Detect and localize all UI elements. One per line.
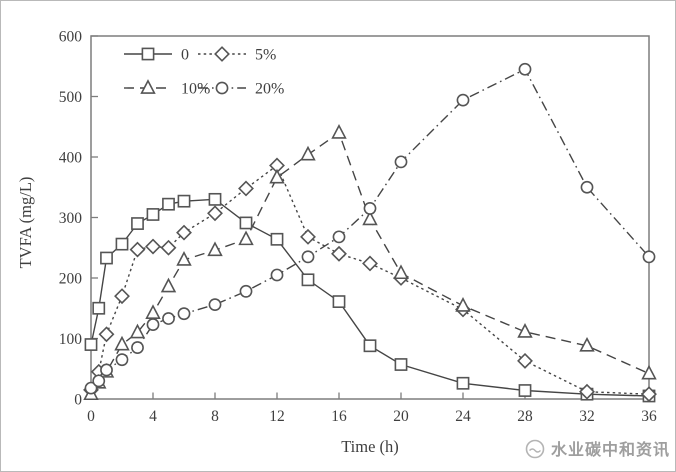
- circle-marker-20pct: [208, 298, 222, 312]
- diamond-marker-5pct: [160, 239, 177, 256]
- y-tick-label: 400: [59, 150, 83, 167]
- diamond-marker-5pct: [98, 326, 115, 343]
- x-tick-label: 8: [211, 408, 219, 425]
- diamond-marker-5pct: [176, 224, 192, 241]
- circle-marker-20pct: [100, 363, 113, 377]
- triangle-marker-10pct: [207, 241, 223, 257]
- square-marker-0: [84, 338, 98, 351]
- square-marker-0: [301, 273, 315, 287]
- triangle-marker-10pct: [331, 123, 347, 139]
- triangle-marker-10pct: [160, 277, 177, 293]
- square-marker-0: [332, 295, 346, 308]
- x-tick-label: 24: [455, 408, 471, 425]
- square-marker-0: [131, 217, 144, 230]
- circle-marker-20pct: [363, 202, 377, 215]
- triangle-marker-10pct: [269, 168, 285, 184]
- x-tick-label: 28: [517, 408, 533, 425]
- x-tick-label: 12: [269, 408, 285, 425]
- legend-circle-icon: [215, 81, 229, 95]
- square-marker-0: [100, 251, 113, 265]
- circle-marker-20pct: [456, 93, 470, 107]
- diamond-marker-5pct: [114, 288, 130, 305]
- circle-marker-20pct: [84, 381, 98, 395]
- watermark-logo-icon: [525, 439, 545, 459]
- y-tick-label: 100: [59, 331, 83, 348]
- circle-marker-20pct: [131, 341, 144, 354]
- square-marker-0: [115, 237, 129, 251]
- triangle-marker-10pct: [517, 323, 533, 338]
- square-marker-0: [162, 197, 175, 211]
- x-axis-title: Time (h): [341, 437, 399, 456]
- series-line-0: [90, 198, 650, 397]
- triangle-marker-10pct: [176, 251, 192, 266]
- y-tick-label: 0: [74, 392, 82, 409]
- circle-marker-20pct: [394, 155, 408, 169]
- y-tick-label: 600: [59, 29, 83, 46]
- circle-marker-20pct: [146, 318, 160, 331]
- legend-diamond-icon: [214, 46, 230, 62]
- triangle-marker-10pct: [641, 364, 657, 380]
- x-tick-label: 32: [579, 408, 595, 425]
- circle-marker-20pct: [92, 374, 106, 388]
- triangle-marker-10pct: [238, 230, 254, 246]
- diamond-marker-5pct: [362, 255, 378, 272]
- circle-marker-20pct: [332, 230, 346, 244]
- circle-marker-20pct: [162, 312, 175, 325]
- legend-label: 0: [181, 47, 189, 64]
- diamond-marker-5pct: [207, 205, 223, 222]
- diamond-marker-5pct: [579, 383, 595, 400]
- square-marker-0: [208, 192, 222, 206]
- square-marker-0: [177, 194, 191, 208]
- square-marker-0: [270, 232, 284, 246]
- y-tick-label: 500: [59, 89, 83, 106]
- square-marker-0: [146, 208, 160, 221]
- diamond-marker-5pct: [145, 238, 161, 255]
- square-marker-0: [239, 216, 253, 230]
- square-marker-0: [92, 301, 106, 315]
- triangle-marker-10pct: [114, 335, 130, 351]
- y-tick-label: 300: [59, 210, 83, 227]
- y-tick-label: 200: [59, 271, 83, 288]
- circle-marker-20pct: [301, 250, 315, 264]
- diamond-marker-5pct: [641, 386, 657, 403]
- legend-square-icon: [141, 47, 155, 61]
- watermark-wave-icon: [529, 448, 541, 453]
- x-tick-label: 16: [331, 408, 347, 425]
- triangle-marker-10pct: [455, 297, 471, 312]
- square-marker-0: [518, 384, 532, 397]
- legend-label: 5%: [255, 47, 276, 64]
- legend-label: 10%: [181, 81, 210, 98]
- square-marker-0: [363, 339, 377, 353]
- circle-marker-20pct: [115, 353, 129, 367]
- x-tick-label: 20: [393, 408, 409, 425]
- circle-marker-20pct: [177, 307, 191, 321]
- square-marker-0: [456, 376, 470, 390]
- triangle-marker-10pct: [393, 264, 409, 280]
- triangle-marker-10pct: [300, 145, 316, 161]
- diamond-marker-5pct: [238, 180, 254, 197]
- circle-marker-20pct: [642, 250, 656, 264]
- y-axis-title: TVFA (mg/L): [16, 177, 35, 269]
- square-marker-0: [394, 358, 408, 371]
- diamond-marker-5pct: [300, 228, 316, 245]
- circle-marker-20pct: [270, 268, 284, 282]
- triangle-marker-10pct: [129, 323, 146, 339]
- diamond-marker-5pct: [129, 241, 146, 258]
- triangle-marker-10pct: [579, 336, 595, 352]
- diamond-marker-5pct: [331, 245, 347, 262]
- legend-triangle-icon: [140, 79, 156, 94]
- x-tick-label: 36: [641, 408, 657, 425]
- circle-marker-20pct: [239, 284, 253, 298]
- circle-marker-20pct: [580, 180, 594, 194]
- x-tick-label: 4: [149, 408, 157, 425]
- legend-label: 20%: [255, 81, 284, 98]
- x-tick-label: 0: [87, 408, 95, 425]
- watermark-text: 水业碳中和资讯: [551, 440, 670, 459]
- circle-marker-20pct: [518, 62, 532, 76]
- triangle-marker-10pct: [145, 304, 161, 319]
- triangle-marker-10pct: [362, 210, 378, 226]
- diamond-marker-5pct: [517, 352, 533, 369]
